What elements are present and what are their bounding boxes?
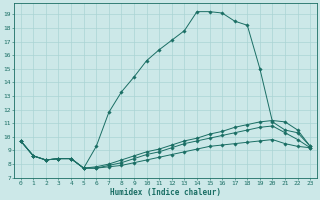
X-axis label: Humidex (Indice chaleur): Humidex (Indice chaleur) <box>110 188 221 197</box>
